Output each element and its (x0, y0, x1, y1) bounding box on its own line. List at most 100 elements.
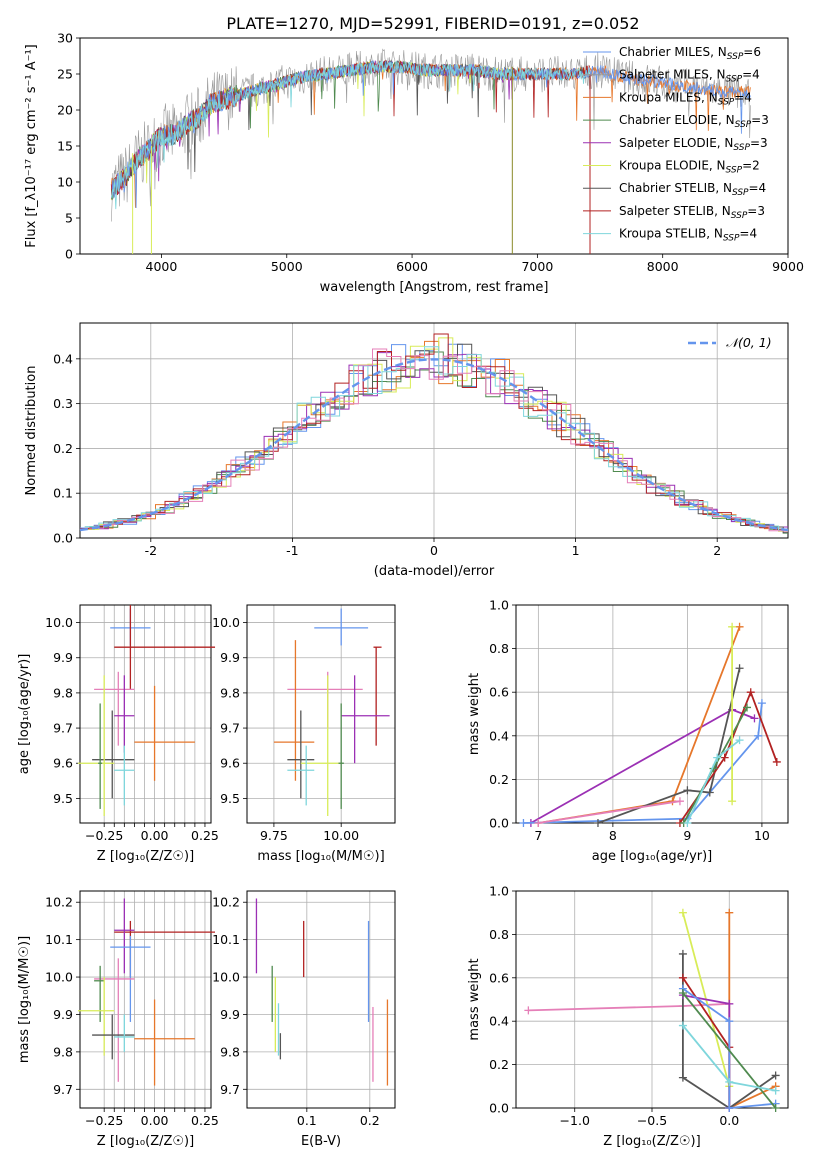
legend-ssp: SSP (731, 211, 748, 221)
legend-label: Chabrier STELIB, NSSP=4 (619, 181, 766, 198)
y-tick-label: 10.1 (212, 932, 240, 947)
y-tick-label: 0.2 (489, 1057, 509, 1072)
y-tick-label: 0.0 (53, 531, 73, 546)
age-vs-metallicity-panel: −0.25 0.00 0.25 9.5 9.6 9.7 9.8 9.9 10.0 Z [log₁₀… (17, 604, 219, 864)
y-tick-label: 9.8 (220, 1044, 240, 1059)
legend-name: Salpeter STELIB, (619, 204, 722, 218)
y-tick-label: 9.9 (220, 1007, 240, 1022)
legend-label: Kroupa MILES, NSSP=4 (619, 90, 752, 107)
y-tick-label: 25 (57, 67, 73, 82)
legend-ssp: SSP (723, 234, 740, 244)
y-tick-label: 30 (57, 31, 73, 46)
y-tick-label: 5 (65, 211, 73, 226)
x-tick-label: −1.0 (560, 1113, 590, 1128)
legend-n: N (726, 113, 735, 127)
y-axis-label: Flux [f_λ10⁻¹⁷ erg cm⁻² s⁻¹ A⁻¹] (24, 44, 39, 248)
x-tick-label: −0.5 (637, 1113, 667, 1128)
x-axis-label: mass [log₁₀(M/M☉)] (257, 849, 384, 864)
y-tick-label: 0.2 (53, 441, 73, 456)
legend-label: 𝒩(0, 1) (726, 335, 772, 350)
legend-ssp: SSP (735, 120, 752, 130)
mass-weight-marker (678, 973, 687, 982)
y-tick-label: 0 (65, 247, 73, 262)
x-axis-label: Z [log₁₀(Z/Z☉)] (603, 1134, 700, 1149)
x-tick-label: 2 (713, 543, 721, 558)
x-tick-label: 0.25 (191, 828, 219, 843)
legend-name: Chabrier STELIB, (619, 181, 723, 195)
figure-title: PLATE=1270, MJD=52991, FIBERID=0191, z=0… (226, 14, 639, 33)
normal-curve (79, 358, 789, 532)
x-tick-label: 10 (754, 828, 770, 843)
spectrum-line-kroupa-stelib (110, 59, 590, 210)
mass-weight-marker (746, 688, 755, 697)
y-tick-label: 0.4 (489, 728, 509, 743)
x-tick-label: 9.75 (260, 828, 288, 843)
residual-histogram-panel: -2 -1 0 1 2 0.0 0.1 0.2 0.3 0.4 (data-model)/error… (24, 322, 789, 579)
y-tick-label: 9.8 (53, 1044, 73, 1059)
mass-weight-vs-age-panel: 7 8 9 10 0.0 0.2 0.4 0.6 0.8 1.0 age [log₁₀(age/yr… (467, 598, 789, 864)
y-tick-label: 9.7 (53, 721, 73, 736)
y-tick-label: 0.8 (489, 927, 509, 942)
x-tick-label: 0 (430, 543, 438, 558)
y-tick-label: 9.6 (220, 756, 240, 771)
legend-name: Salpeter MILES, (619, 68, 717, 82)
x-axis-label: age [log₁₀(age/yr)] (592, 849, 713, 864)
mass-weight-marker (720, 753, 729, 762)
legend-count: =3 (751, 113, 769, 127)
y-tick-label: 10.2 (212, 895, 240, 910)
y-axis-label: Normed distribution (24, 366, 39, 496)
y-tick-label: 9.9 (220, 650, 240, 665)
axes-frame (79, 604, 212, 824)
mass-weight-line (538, 800, 681, 824)
x-tick-label: 0.00 (141, 828, 169, 843)
x-tick-label: 0.00 (141, 1113, 169, 1128)
y-tick-label: 15 (57, 139, 73, 154)
y-tick-label: 0.1 (53, 486, 73, 501)
mass-weight-marker (771, 1086, 780, 1095)
mass-vs-extinction-panel: 0.1 0.2 9.7 9.8 9.9 10.0 10.1 10.2 E(B-V) (212, 890, 396, 1149)
legend-label: Kroupa ELODIE, NSSP=2 (619, 159, 760, 176)
mass-weight-line (682, 992, 777, 1109)
mass-weight-marker (725, 1017, 734, 1026)
mass-weight-marker (678, 1073, 687, 1082)
mass-weight-line (682, 953, 777, 1110)
x-axis-label: Z [log₁₀(Z/Z☉)] (97, 849, 194, 864)
mass-weight-marker (683, 786, 692, 795)
y-tick-label: 0.0 (489, 816, 509, 831)
y-tick-label: 9.5 (220, 791, 240, 806)
x-tick-label: -1 (286, 543, 298, 558)
x-tick-label: −0.25 (85, 828, 123, 843)
legend-ssp: SSP (733, 143, 750, 153)
legend-ssp: SSP (732, 188, 749, 198)
axes-frame (515, 604, 789, 824)
legend-n: N (723, 181, 732, 195)
mass-weight-marker (771, 1104, 780, 1112)
mass-weight-marker (683, 819, 692, 827)
legend-label: Kroupa STELIB, NSSP=4 (619, 227, 757, 244)
mass-weight-line (682, 707, 748, 824)
y-tick-label: 20 (57, 103, 73, 118)
mass-weight-marker (771, 1071, 780, 1080)
y-tick-label: 0.4 (489, 1014, 509, 1029)
y-tick-label: 10.1 (45, 932, 73, 947)
y-axis-label: age [log₁₀(age/yr)] (17, 654, 32, 775)
x-tick-label: 9000 (772, 259, 804, 274)
x-tick-label: 0.25 (191, 1113, 219, 1128)
legend-label: Chabrier ELODIE, NSSP=3 (619, 113, 769, 130)
x-tick-label: 8000 (647, 259, 679, 274)
legend-n: N (709, 90, 718, 104)
mass-weight-marker (678, 949, 687, 958)
mass-weight-marker (593, 819, 602, 827)
y-tick-label: 9.7 (220, 1082, 240, 1097)
legend-n: N (717, 159, 726, 173)
axes-frame (246, 890, 396, 1109)
mass-vs-metallicity-panel: −0.25 0.00 0.25 9.7 9.8 9.9 10.0 10.1 10.2 Z [log… (17, 890, 219, 1149)
mass-weight-marker (757, 699, 766, 708)
x-tick-label: 6000 (396, 259, 428, 274)
legend-n: N (714, 227, 723, 241)
legend-label: Chabrier MILES, NSSP=6 (619, 45, 761, 62)
x-tick-label: 10.00 (323, 828, 359, 843)
axes-frame (79, 890, 212, 1109)
x-axis-label: Z [log₁₀(Z/Z☉)] (97, 1134, 194, 1149)
mass-weight-marker (743, 703, 752, 712)
